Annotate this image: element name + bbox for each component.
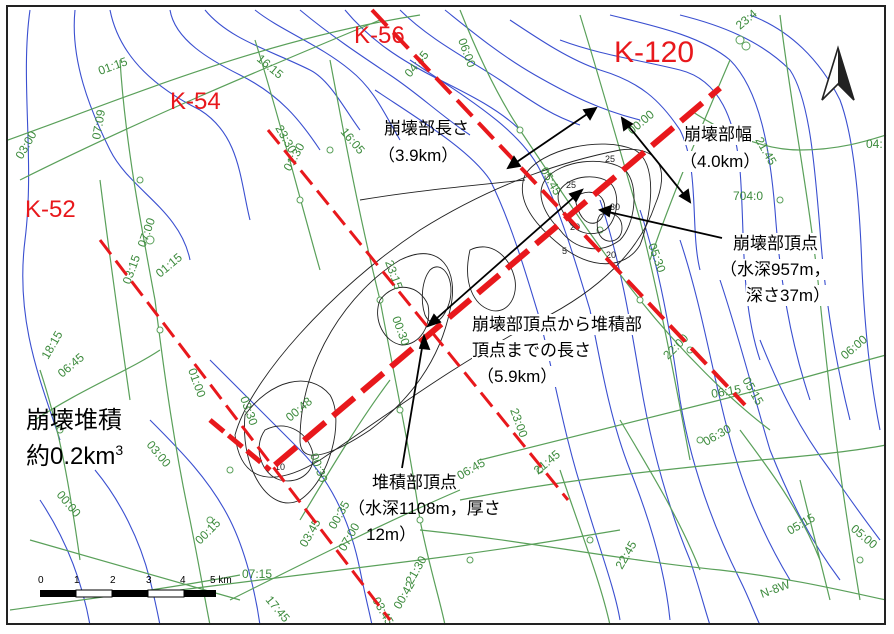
arrowhead: [568, 188, 584, 203]
label-k56: K-56: [354, 22, 405, 49]
scale-tick: 5 km: [210, 575, 232, 586]
collapse-top-arrow: [599, 209, 723, 239]
scale-tick: 1: [74, 575, 80, 586]
collapse-length-value: （3.9km）: [378, 146, 459, 165]
annotation-arrows: [401, 106, 723, 469]
scale-tick: 4: [180, 575, 186, 586]
collapse-top-thickness: 深さ37m）: [746, 285, 831, 307]
deposit-volume-value: 約0.2km3: [26, 442, 123, 472]
deposit-top-title: 堆積部頂点: [372, 473, 457, 492]
survey-line-k54: [266, 129, 570, 501]
time-label: 07:09: [89, 108, 108, 140]
scale-tick: 2: [110, 575, 116, 586]
survey-line-k56: [370, 8, 747, 407]
arrowhead: [598, 204, 613, 218]
arrowhead: [582, 106, 598, 121]
deposit-top-arrow: [401, 335, 425, 469]
collapse-width-arrow: [621, 117, 691, 203]
label-k54: K-54: [170, 88, 221, 115]
bathymetric-contours: [22, 9, 881, 626]
top-to-deposit-title: 崩壊部頂点から堆積部: [472, 314, 642, 336]
depth-label: 30: [610, 202, 620, 212]
survey-line-k52: [98, 239, 392, 621]
collapse-width-value: （4.0km）: [680, 151, 761, 173]
depth-label: 25: [605, 154, 615, 164]
arrowhead: [620, 116, 634, 132]
survey-line-k52-tail: [208, 418, 272, 472]
label-k52: K-52: [25, 196, 76, 223]
collapse-length-arrow: [507, 107, 597, 169]
time-label: 07:15: [242, 567, 272, 581]
scale-tick: 3: [146, 575, 152, 586]
top-to-deposit-arrow: [427, 189, 583, 327]
survey-lines: [98, 8, 747, 621]
top-to-deposit-value: （5.9km）: [477, 366, 558, 388]
time-label: 704:0: [733, 189, 763, 203]
collapse-top-depth: （水深957m，: [720, 259, 831, 281]
collapse-width-title: 崩壊部幅: [684, 124, 752, 146]
deposit-volume-title: 崩壊堆積: [26, 407, 122, 434]
collapse-top-title: 崩壊部頂点: [733, 233, 818, 255]
scale-bar: 0 1 2 3 4 5 km: [38, 575, 232, 598]
deposit-top-thickness: 12m）: [366, 525, 417, 544]
deposit-top-depth: （水深1108m，厚さ: [348, 499, 501, 518]
arrowhead: [506, 155, 522, 170]
label-k120: K-120: [614, 36, 695, 69]
ship-tracks: [7, 9, 887, 626]
north-arrow-icon: [821, 45, 855, 101]
map-frame: [6, 5, 886, 625]
depth-label: 5: [562, 246, 567, 256]
depth-label: 20: [606, 250, 616, 260]
arrowhead: [678, 188, 692, 204]
arrowhead: [426, 313, 442, 328]
time-label: 04:: [866, 137, 883, 151]
collapse-length-title: 崩壊部長さ: [384, 119, 469, 138]
depth-label: 10: [275, 462, 285, 472]
deposit-volume-number: 約0.2km: [26, 443, 116, 470]
top-to-deposit-subtitle: 頂点までの長さ: [472, 340, 591, 362]
arrowhead: [418, 333, 431, 351]
deposit-volume-exponent: 3: [115, 442, 124, 458]
scale-tick: 0: [38, 575, 44, 586]
depth-label: 25: [566, 180, 576, 190]
survey-line-k120: [273, 85, 722, 468]
